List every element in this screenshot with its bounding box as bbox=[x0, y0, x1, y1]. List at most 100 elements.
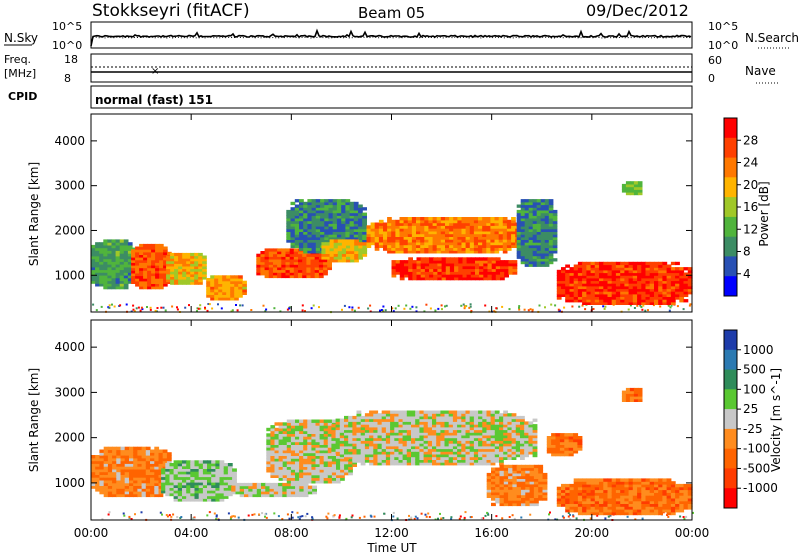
velocity-region-3-cell bbox=[323, 419, 329, 423]
velocity-region-4-cell bbox=[478, 434, 483, 439]
velocity-region-0-cell bbox=[137, 488, 143, 492]
power-heatmap-cells bbox=[91, 181, 693, 314]
power-region-7-cell bbox=[424, 250, 429, 254]
power-region-2-cell bbox=[174, 281, 179, 285]
power-region-5-cell bbox=[315, 209, 321, 214]
power-region-1-cell bbox=[155, 283, 160, 287]
power-region-5-cell bbox=[290, 201, 296, 206]
power-region-4-cell bbox=[323, 259, 328, 263]
power-region-4-cell bbox=[268, 251, 274, 255]
power-region-1-cell bbox=[147, 267, 152, 271]
velocity-region-1-cell bbox=[202, 473, 208, 478]
power-region-7-cell bbox=[494, 239, 500, 243]
velocity-region-4-cell bbox=[490, 418, 496, 422]
velocity-region-4-cell bbox=[515, 415, 521, 420]
velocity-region-0-cell bbox=[129, 452, 134, 456]
power-region-2-cell bbox=[198, 271, 203, 275]
velocity-region-3-cell bbox=[311, 433, 317, 437]
velocity-region-3-cell bbox=[348, 460, 353, 465]
velocity-region-4-cell bbox=[473, 462, 479, 466]
velocity-region-4-cell bbox=[520, 448, 525, 452]
power-region-11-cell bbox=[621, 186, 627, 190]
power-region-2-cell bbox=[186, 252, 191, 257]
power-region-10-cell bbox=[561, 275, 566, 279]
velocity-clutter-cell bbox=[495, 515, 498, 518]
velocity-region-3-cell bbox=[327, 469, 333, 473]
velocity-region-4-cell bbox=[473, 410, 479, 414]
velocity-region-3-cell bbox=[278, 441, 284, 445]
power-region-10-cell bbox=[611, 275, 617, 279]
velocity-region-4-cell bbox=[419, 451, 425, 455]
power-region-10-cell bbox=[603, 283, 609, 287]
power-region-7-cell bbox=[420, 222, 425, 226]
power-region-5-cell bbox=[362, 226, 367, 230]
velocity-region-1-cell bbox=[211, 484, 216, 488]
velocity-region-1-cell bbox=[219, 495, 225, 499]
power-region-9-cell bbox=[524, 204, 530, 208]
velocity-region-4-cell bbox=[369, 440, 374, 444]
velocity-region-0-cell bbox=[166, 452, 172, 456]
velocity-region-4-cell bbox=[398, 413, 404, 417]
power-region-4-cell bbox=[289, 261, 295, 265]
velocity-region-4-cell bbox=[415, 410, 420, 414]
power-region-10-cell bbox=[577, 299, 583, 303]
power-region-2-cell bbox=[182, 260, 187, 264]
power-region-9-cell bbox=[516, 204, 522, 208]
velocity-region-4-cell bbox=[473, 418, 479, 422]
power-region-10-cell bbox=[683, 275, 689, 279]
velocity-region-4-cell bbox=[335, 429, 341, 433]
power-region-10-cell bbox=[637, 293, 642, 297]
power-region-10-cell bbox=[645, 264, 651, 268]
velocity-region-4-cell bbox=[344, 418, 349, 422]
velocity-region-4-cell bbox=[457, 434, 462, 439]
velocity-region-2-cell bbox=[269, 488, 275, 492]
power-region-7-cell bbox=[378, 230, 384, 235]
velocity-region-4-cell bbox=[381, 453, 387, 458]
power-region-4-cell bbox=[318, 256, 324, 260]
velocity-region-3-cell bbox=[319, 419, 325, 423]
power-clutter-cell bbox=[411, 305, 414, 308]
power-region-8-cell bbox=[391, 268, 397, 272]
power-region-9-cell bbox=[532, 231, 538, 235]
power-region-9-cell bbox=[528, 234, 534, 238]
power-region-0-cell bbox=[119, 253, 125, 257]
power-region-8-cell bbox=[479, 268, 484, 272]
velocity-region-3-cell bbox=[286, 433, 292, 437]
velocity-region-3-cell bbox=[307, 477, 312, 481]
power-region-8-cell bbox=[491, 265, 497, 270]
power-region-5-cell bbox=[311, 217, 317, 222]
velocity-region-3-cell bbox=[299, 460, 304, 465]
power-region-10-cell bbox=[666, 277, 672, 282]
power-region-9-cell bbox=[516, 252, 522, 257]
power-region-7-cell bbox=[502, 247, 508, 251]
power-region-10-cell bbox=[658, 291, 663, 295]
velocity-region-4-cell bbox=[406, 434, 412, 439]
power-region-4-cell bbox=[306, 269, 312, 273]
velocity-region-4-cell bbox=[457, 410, 462, 414]
power-region-10-cell bbox=[607, 269, 613, 274]
velocity-region-3-cell bbox=[274, 430, 280, 434]
power-region-10-cell bbox=[611, 283, 617, 287]
velocity-region-0-cell bbox=[133, 488, 138, 492]
velocity-region-1-cell bbox=[198, 484, 204, 488]
velocity-region-4-cell bbox=[419, 410, 425, 414]
power-region-9-cell bbox=[524, 228, 530, 232]
velocity-region-3-cell bbox=[311, 441, 317, 445]
power-region-7-cell bbox=[486, 219, 491, 224]
power-region-10-cell bbox=[577, 288, 583, 292]
power-region-10-cell bbox=[582, 277, 587, 282]
power-region-4-cell bbox=[285, 259, 291, 263]
velocity-region-4-cell bbox=[486, 413, 492, 417]
power-region-5-cell bbox=[324, 226, 330, 230]
power-region-11-cell bbox=[637, 183, 643, 188]
velocity-region-4-cell bbox=[503, 456, 508, 460]
power-region-7-cell bbox=[391, 236, 396, 240]
power-region-10-cell bbox=[603, 275, 609, 279]
velocity-clutter-cell bbox=[291, 516, 294, 519]
velocity-region-4-cell bbox=[360, 453, 366, 458]
power-region-9-cell bbox=[516, 209, 522, 214]
power-region-2-cell bbox=[190, 279, 195, 283]
power-region-1-cell bbox=[151, 243, 156, 248]
power-region-8-cell bbox=[391, 265, 397, 270]
velocity-region-0-cell bbox=[150, 455, 155, 459]
